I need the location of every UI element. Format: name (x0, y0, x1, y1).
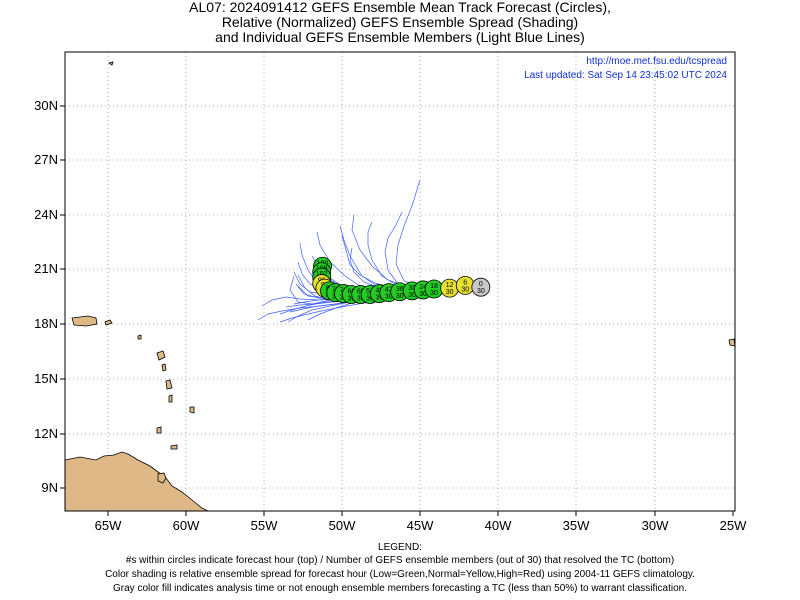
gridlines (65, 52, 735, 511)
y-tick-label: 9N (41, 480, 58, 495)
forecast-hour-label: 54 (366, 288, 374, 295)
forecast-hour-label: 12 (446, 282, 454, 289)
forecast-circle: 630 (455, 275, 475, 295)
legend-heading: LEGEND: (378, 542, 422, 553)
last-updated: Last updated: Sat Sep 14 23:45:02 UTC 20… (524, 70, 727, 81)
y-tick-label: 12N (34, 426, 58, 441)
y-tick-label: 15N (34, 371, 58, 386)
forecast-hour-label: 30 (408, 285, 416, 292)
member-count-label: 30 (366, 295, 374, 302)
plot-frame (64, 51, 736, 512)
y-tick-label: 30N (34, 98, 58, 113)
x-tick-label: 25W (720, 518, 747, 533)
legend-line-2: Color shading is relative ensemble sprea… (105, 569, 695, 580)
member-count-label: 30 (396, 293, 404, 300)
x-tick-label: 30W (642, 518, 669, 533)
mean-track-circles: 1203010830102309630903084307830723066306… (312, 256, 491, 304)
tobago-island (170, 444, 178, 450)
y-tick-label: 18N (34, 316, 58, 331)
title-line-1: AL07: 2024091412 GEFS Ensemble Mean Trac… (189, 0, 611, 15)
martinique-island (165, 379, 173, 390)
axis-ticks (60, 105, 734, 516)
forecast-hour-label: 24 (419, 284, 427, 291)
source-url: http://moe.met.fsu.edu/tcspread (586, 56, 727, 67)
dominica-island (161, 363, 167, 372)
grenada-island (156, 426, 162, 434)
virgin-islands (104, 319, 113, 326)
barbados-island (189, 406, 195, 414)
x-tick-label: 40W (485, 518, 512, 533)
y-tick-label: 24N (34, 207, 58, 222)
forecast-hour-label: 0 (479, 281, 483, 288)
member-count-label: 30 (477, 288, 485, 295)
legend-line-1: #s within circles indicate forecast hour… (125, 555, 675, 566)
x-tick-label: 50W (329, 518, 356, 533)
x-tick-label: 55W (251, 518, 278, 533)
x-tick-label: 65W (95, 518, 122, 533)
forecast-hour-label: 18 (430, 283, 438, 290)
x-tick-label: 45W (407, 518, 434, 533)
forecast-hour-label: 66 (347, 288, 355, 295)
member-count-label: 30 (461, 286, 469, 293)
member-count-label: 30 (430, 290, 438, 297)
barbuda-island (137, 334, 142, 340)
forecast-hour-label: 60 (357, 288, 365, 295)
member-count-label: 30 (347, 295, 355, 302)
member-count-label: 30 (408, 292, 416, 299)
cape-verde-island (728, 338, 735, 347)
member-count-label: 30 (446, 289, 454, 296)
x-tick-label: 35W (563, 518, 590, 533)
forecast-hour-label: 36 (396, 286, 404, 293)
cuba-tip (108, 61, 114, 66)
title-line-2: Relative (Normalized) GEFS Ensemble Spre… (221, 14, 579, 30)
guadeloupe-island (156, 350, 166, 361)
title-line-3: and Individual GEFS Ensemble Members (Li… (215, 29, 585, 45)
member-count-label: 30 (376, 295, 384, 302)
south-america-coast (65, 451, 209, 511)
forecast-circle: 030 (471, 277, 491, 297)
forecast-hour-label: 6 (463, 279, 467, 286)
forecast-hour-label: 42 (385, 287, 393, 294)
member-count-label: 30 (419, 291, 427, 298)
x-tick-label: 60W (173, 518, 200, 533)
legend-line-3: Gray color fill indicates analysis time … (113, 583, 687, 594)
puerto-rico-island (71, 315, 98, 327)
land (65, 61, 735, 511)
member-count-label: 30 (385, 294, 393, 301)
y-tick-label: 27N (34, 152, 58, 167)
y-tick-label: 21N (34, 261, 58, 276)
forecast-hour-label: 48 (376, 288, 384, 295)
st-lucia-island (168, 394, 173, 403)
member-count-label: 30 (357, 295, 365, 302)
trinidad-island (157, 472, 167, 484)
plot-area (65, 52, 735, 511)
